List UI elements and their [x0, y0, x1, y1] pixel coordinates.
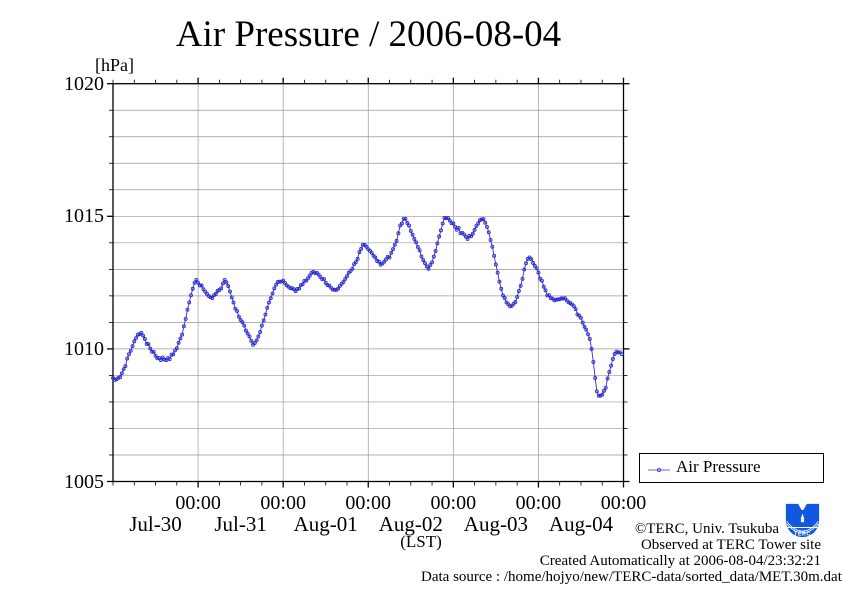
svg-text:TERC: TERC: [794, 532, 811, 538]
